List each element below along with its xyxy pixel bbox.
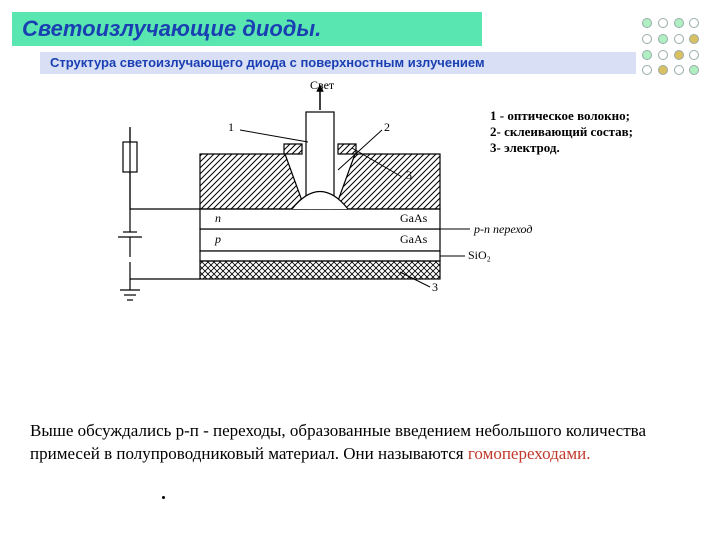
decorative-dot [689, 34, 699, 44]
label-2: 2 [384, 120, 390, 135]
legend-line-2: 2- склеивающий состав; [490, 124, 633, 140]
decorative-dot [674, 65, 684, 75]
label-gaas-p: GaAs [400, 232, 427, 247]
label-sio2: SiO₂ [468, 248, 491, 263]
decorative-dot [689, 65, 699, 75]
body-paragraph: Выше обсуждались р-п - переходы, образов… [30, 420, 690, 466]
body-text-highlight: гомопереходами. [468, 444, 591, 463]
decorative-dot [642, 65, 652, 75]
decorative-dot-grid [642, 18, 702, 78]
legend-line-1: 1 - оптическое волокно; [490, 108, 630, 124]
decorative-dot [642, 34, 652, 44]
label-1: 1 [228, 120, 234, 135]
decorative-dot [642, 18, 652, 28]
label-n: n [215, 211, 221, 226]
stray-dot [162, 496, 165, 499]
label-gaas-n: GaAs [400, 211, 427, 226]
label-3-top: 3 [406, 168, 412, 183]
led-structure-diagram: Свет 1 2 3 3 n p GaAs GaAs p-n переход S… [70, 82, 650, 312]
label-pn-junction: p-n переход [474, 222, 532, 237]
decorative-dot [642, 50, 652, 60]
decorative-dot [674, 18, 684, 28]
decorative-dot [674, 50, 684, 60]
page-subtitle: Структура светоизлучающего диода с повер… [40, 52, 636, 74]
legend-line-3: 3- электрод. [490, 140, 560, 156]
decorative-dot [658, 18, 668, 28]
label-light: Свет [310, 78, 334, 93]
decorative-dot [689, 18, 699, 28]
decorative-dot [689, 50, 699, 60]
page-title: Светоизлучающие диоды. [12, 12, 482, 46]
label-3-bottom: 3 [432, 280, 438, 295]
decorative-dot [658, 50, 668, 60]
decorative-dot [674, 34, 684, 44]
decorative-dot [658, 34, 668, 44]
decorative-dot [658, 65, 668, 75]
label-p: p [215, 232, 221, 247]
